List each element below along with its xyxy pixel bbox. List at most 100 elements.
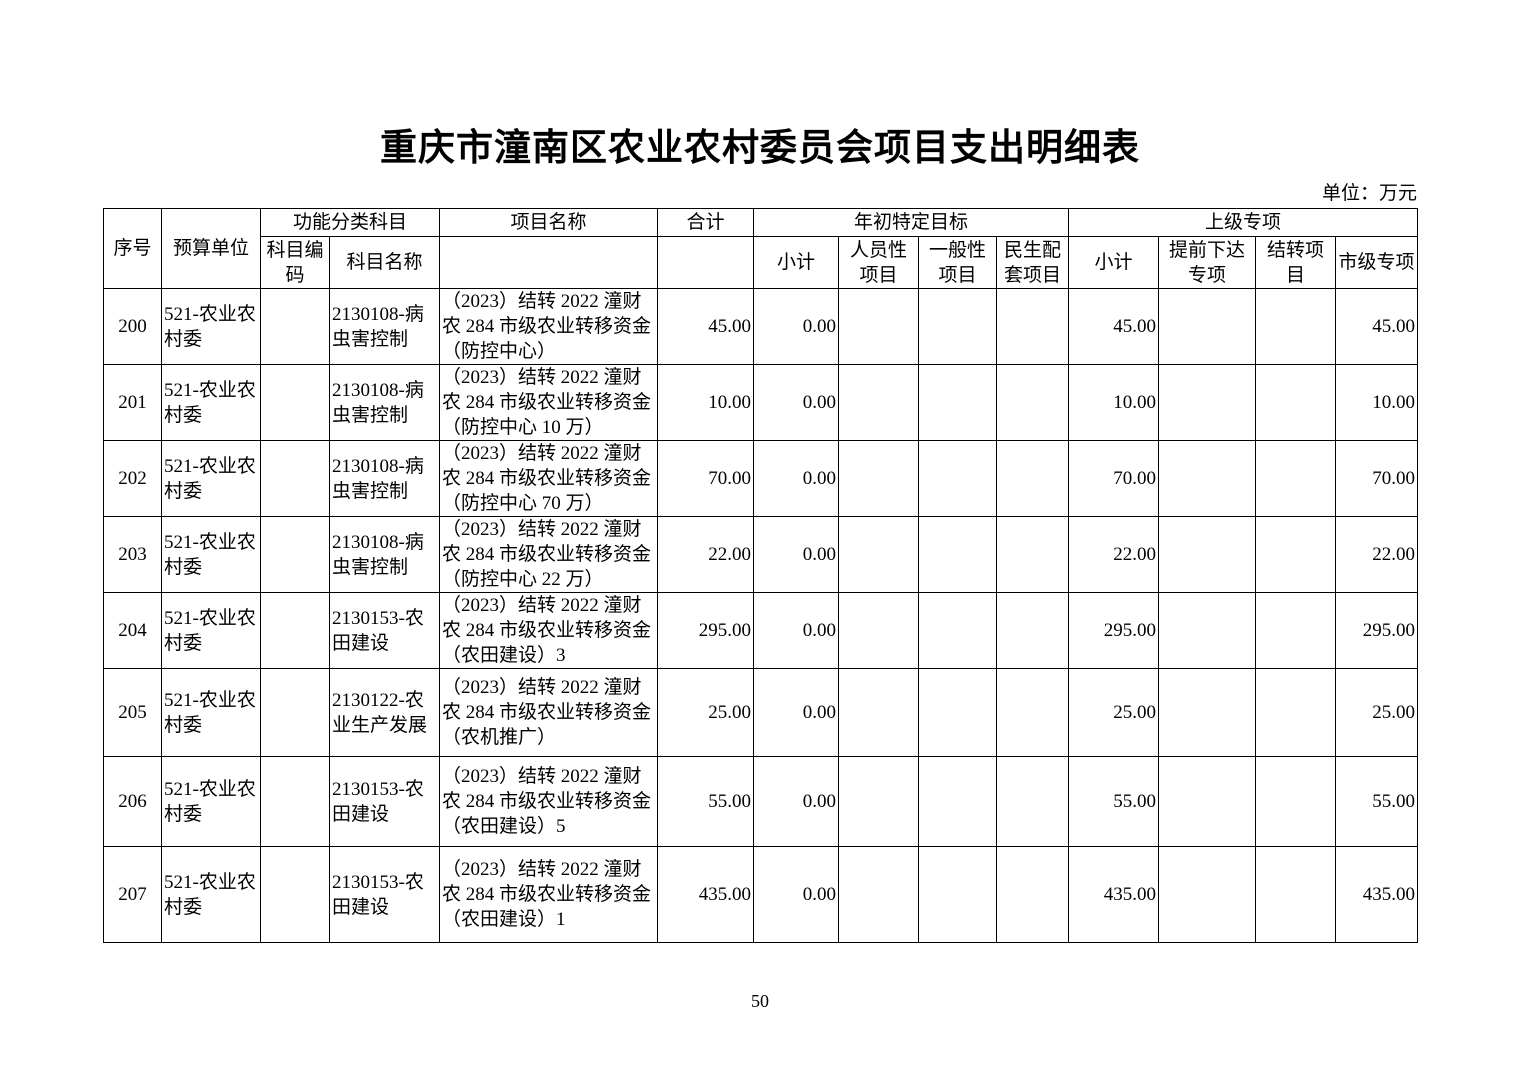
cell-carryover	[1255, 846, 1337, 943]
cell-total: 45.00	[657, 288, 755, 365]
cell-livelihood	[996, 440, 1070, 517]
page-number: 50	[751, 991, 769, 1011]
cell-advance	[1158, 440, 1257, 517]
cell-subject-name: 2130153-农田建设	[328, 592, 441, 669]
cell-subject-code	[260, 364, 330, 441]
header-superior-special-group: 上级专项	[1068, 208, 1419, 237]
cell-superior-subtotal: 55.00	[1068, 756, 1160, 847]
cell-project-name: （2023）结转 2022 潼财农 284 市级农业转移资金（农田建设）1	[439, 846, 659, 943]
cell-advance	[1158, 364, 1257, 441]
cell-municipal: 295.00	[1335, 592, 1419, 669]
cell-municipal: 22.00	[1335, 516, 1419, 593]
unit-note: 单位：万元	[1321, 183, 1417, 204]
cell-target-subtotal: 0.00	[753, 440, 840, 517]
cell-general	[918, 288, 998, 365]
cell-total: 295.00	[657, 592, 755, 669]
header-livelihood-support-project: 民生配套项目	[996, 236, 1070, 289]
cell-target-subtotal: 0.00	[753, 846, 840, 943]
page-title: 重庆市潼南区农业农村委员会项目支出明细表	[380, 128, 1140, 169]
cell-general	[918, 516, 998, 593]
cell-carryover	[1255, 364, 1337, 441]
cell-seq: 207	[103, 846, 162, 943]
cell-budget-unit: 521-农业农村委	[161, 592, 261, 669]
cell-superior-subtotal: 70.00	[1068, 440, 1160, 517]
cell-subject-code	[260, 846, 330, 943]
cell-target-subtotal: 0.00	[753, 288, 840, 365]
cell-municipal: 45.00	[1335, 288, 1419, 365]
header-functional-subject-group: 功能分类科目	[259, 208, 441, 237]
cell-municipal: 10.00	[1335, 364, 1419, 441]
header-budget-unit: 预算单位	[161, 208, 261, 289]
header-superior-subtotal: 小计	[1068, 236, 1160, 289]
cell-personnel	[838, 288, 920, 365]
cell-general	[918, 846, 998, 943]
cell-general	[918, 440, 998, 517]
cell-carryover	[1255, 592, 1337, 669]
cell-project-name: （2023）结转 2022 潼财农 284 市级农业转移资金（防控中心 70 万…	[439, 440, 659, 517]
header-subject-code: 科目编码	[260, 236, 330, 289]
cell-subject-code	[260, 288, 330, 365]
table-row: 203 521-农业农村委 2130108-病虫害控制 （2023）结转 202…	[103, 516, 1419, 593]
cell-budget-unit: 521-农业农村委	[161, 516, 261, 593]
header-row-2: 科目编码 科目名称 小计 人员性项目 一般性项目 民生配套项目 小计 提前下达专…	[104, 236, 1419, 289]
cell-target-subtotal: 0.00	[753, 668, 840, 757]
header-advance-special: 提前下达专项	[1158, 236, 1257, 289]
cell-subject-code	[260, 440, 330, 517]
cell-budget-unit: 521-农业农村委	[161, 756, 261, 847]
cell-subject-code	[260, 756, 330, 847]
cell-target-subtotal: 0.00	[753, 756, 840, 847]
cell-superior-subtotal: 22.00	[1068, 516, 1160, 593]
cell-personnel	[838, 846, 920, 943]
cell-seq: 204	[103, 592, 162, 669]
header-empty-cell	[439, 236, 659, 289]
cell-subject-code	[260, 516, 330, 593]
cell-municipal: 25.00	[1335, 668, 1419, 757]
cell-personnel	[838, 440, 920, 517]
header-row-1: 序号 预算单位 功能分类科目 项目名称 合计 年初特定目标 上级专项	[103, 208, 1419, 289]
cell-seq: 205	[103, 668, 162, 757]
cell-subject-name: 2130108-病虫害控制	[328, 516, 441, 593]
cell-personnel	[838, 592, 920, 669]
cell-carryover	[1255, 516, 1337, 593]
cell-superior-subtotal: 10.00	[1068, 364, 1160, 441]
cell-budget-unit: 521-农业农村委	[161, 440, 261, 517]
header-project-name: 项目名称	[439, 208, 659, 237]
cell-subject-code	[260, 592, 330, 669]
cell-municipal: 55.00	[1335, 756, 1419, 847]
cell-advance	[1158, 668, 1257, 757]
cell-project-name: （2023）结转 2022 潼财农 284 市级农业转移资金（农田建设）3	[439, 592, 659, 669]
expenditure-detail-table: 序号 预算单位 功能分类科目 项目名称 合计 年初特定目标 上级专项 科目编码 …	[103, 208, 1419, 943]
cell-seq: 200	[103, 288, 162, 365]
header-subject-name: 科目名称	[328, 236, 441, 289]
cell-budget-unit: 521-农业农村委	[161, 846, 261, 943]
cell-carryover	[1255, 440, 1337, 517]
cell-target-subtotal: 0.00	[753, 364, 840, 441]
table-row: 207 521-农业农村委 2130153-农田建设 （2023）结转 2022…	[103, 846, 1419, 943]
cell-advance	[1158, 516, 1257, 593]
cell-superior-subtotal: 295.00	[1068, 592, 1160, 669]
cell-total: 22.00	[657, 516, 755, 593]
table-row: 200 521-农业农村委 2130108-病虫害控制 （2023）结转 202…	[103, 288, 1419, 365]
cell-project-name: （2023）结转 2022 潼财农 284 市级农业转移资金（农机推广）	[439, 668, 659, 757]
cell-general	[918, 364, 998, 441]
cell-subject-name: 2130153-农田建设	[328, 846, 441, 943]
cell-general	[918, 756, 998, 847]
cell-advance	[1158, 846, 1257, 943]
table-row: 205 521-农业农村委 2130122-农业生产发展 （2023）结转 20…	[103, 668, 1419, 757]
header-carryover-project: 结转项目	[1255, 236, 1337, 289]
cell-total: 55.00	[657, 756, 755, 847]
header-seq: 序号	[103, 208, 162, 289]
table-row: 204 521-农业农村委 2130153-农田建设 （2023）结转 2022…	[103, 592, 1419, 669]
cell-seq: 202	[103, 440, 162, 517]
cell-general	[918, 592, 998, 669]
cell-carryover	[1255, 288, 1337, 365]
cell-subject-name: 2130108-病虫害控制	[328, 288, 441, 365]
cell-municipal: 435.00	[1335, 846, 1419, 943]
cell-seq: 201	[103, 364, 162, 441]
header-personnel-project: 人员性项目	[838, 236, 920, 289]
cell-superior-subtotal: 45.00	[1068, 288, 1160, 365]
cell-budget-unit: 521-农业农村委	[161, 668, 261, 757]
cell-project-name: （2023）结转 2022 潼财农 284 市级农业转移资金（农田建设）5	[439, 756, 659, 847]
cell-budget-unit: 521-农业农村委	[161, 288, 261, 365]
